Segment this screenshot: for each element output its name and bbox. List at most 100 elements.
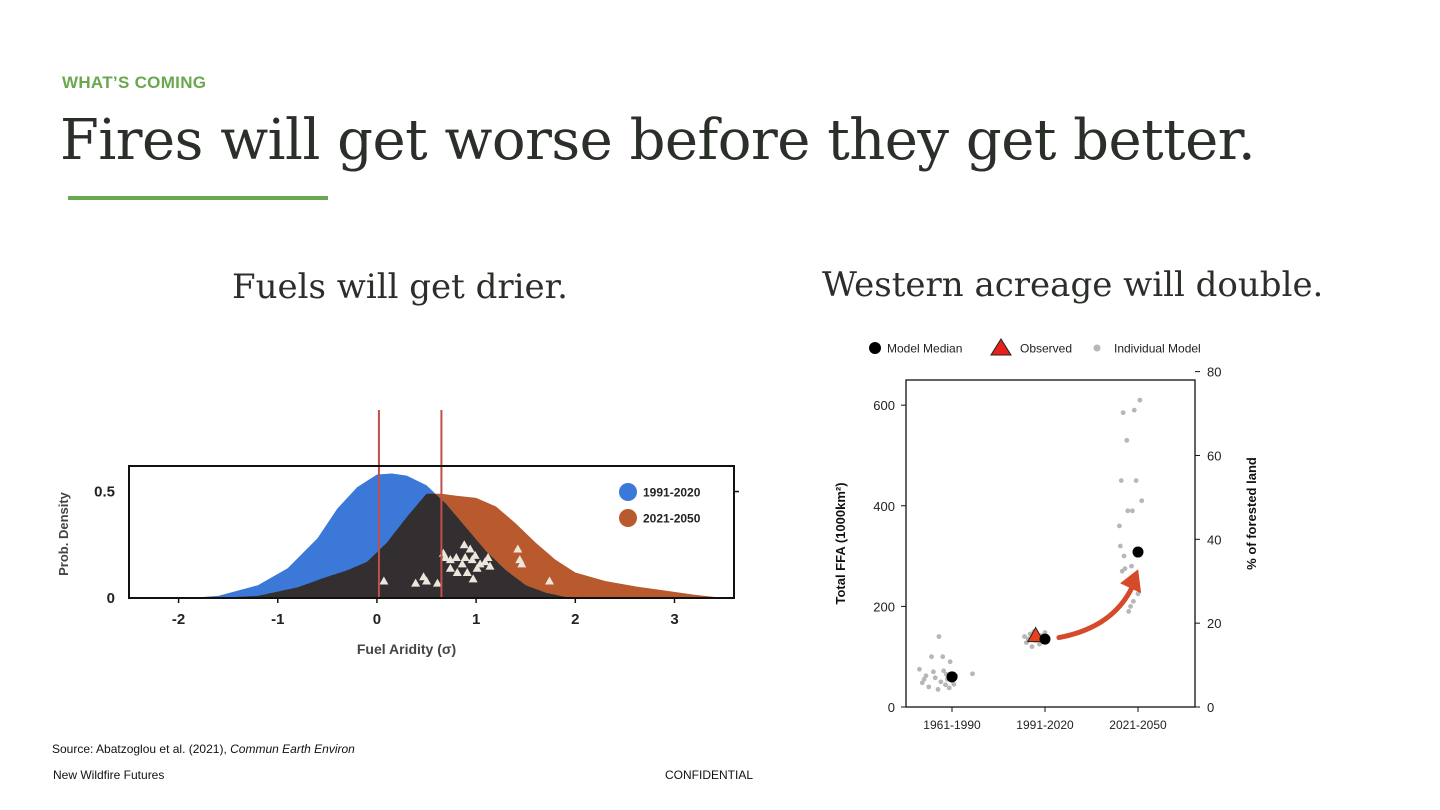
left-chart-subtitle: Fuels will get drier. — [232, 267, 568, 307]
observed-triangle-marker — [513, 544, 523, 553]
individual-model-point — [941, 668, 947, 674]
source-prefix: Source: Abatzoglou et al. (2021), — [52, 742, 231, 756]
legend-label: 1991-2020 — [643, 486, 701, 500]
observed-triangle-marker — [472, 563, 482, 572]
title-underline — [68, 196, 328, 200]
observed-triangle-marker — [485, 561, 495, 570]
individual-model-point — [936, 634, 942, 639]
observed-triangle-marker — [462, 567, 472, 576]
observed-triangle-marker — [517, 559, 527, 568]
individual-model-point — [921, 676, 927, 682]
legend-median-marker — [869, 342, 881, 354]
individual-model-point — [926, 684, 932, 690]
x-tick-label: 1 — [472, 611, 480, 628]
individual-model-point — [970, 671, 975, 677]
y-tick-label: 0 — [107, 590, 115, 607]
x-tick-label: 1961-1990 — [923, 718, 981, 732]
y-right-tick-label: 60 — [1207, 448, 1221, 463]
observed-triangle-marker — [465, 544, 475, 553]
x-tick-label: 2021-2050 — [1109, 718, 1167, 732]
x-tick-label: -2 — [172, 611, 185, 628]
individual-model-point — [929, 654, 934, 660]
y-tick-label: 0.5 — [94, 484, 115, 501]
observed-triangle-marker — [475, 559, 485, 568]
legend-median-label: Model Median — [887, 342, 962, 356]
observed-triangle-marker — [440, 553, 450, 562]
legend-observed-label: Observed — [1020, 342, 1072, 356]
x-tick-label: 3 — [670, 611, 678, 628]
individual-model-point — [1130, 598, 1136, 604]
x-axis-label: Fuel Aridity (σ) — [357, 641, 456, 657]
individual-model-point — [935, 686, 941, 692]
individual-model-point — [1139, 498, 1145, 504]
legend-label: 2021-2050 — [643, 512, 701, 526]
y-right-tick-label: 0 — [1207, 700, 1214, 715]
individual-model-point — [1037, 641, 1042, 647]
plot-frame — [128, 465, 735, 599]
observed-triangle-marker — [480, 557, 490, 566]
source-journal: Commun Earth Environ — [230, 742, 355, 756]
y-tick-label: 600 — [873, 398, 895, 413]
y-right-tick-label: 40 — [1207, 532, 1221, 547]
observed-triangle-marker — [451, 553, 461, 562]
individual-model-point — [923, 673, 929, 679]
y-axis-label: Prob. Density — [56, 491, 71, 576]
model-median-point — [946, 671, 958, 683]
individual-model-point — [917, 666, 922, 672]
legend-swatch-2021-2050 — [619, 509, 637, 527]
slide-title: Fires will get worse before they get bet… — [60, 108, 1256, 173]
individual-model-point — [947, 659, 953, 665]
individual-model-point — [1131, 407, 1137, 413]
legend-observed-marker — [990, 338, 1012, 356]
right-chart-subtitle: Western acreage will double. — [822, 265, 1324, 305]
footer-confidential: CONFIDENTIAL — [665, 768, 754, 782]
individual-model-point — [1117, 523, 1122, 529]
section-kicker: WHAT’S COMING — [62, 73, 207, 92]
overlap-area — [218, 493, 574, 598]
observed-triangle-marker — [445, 555, 455, 564]
y-right-tick-label: 20 — [1207, 616, 1221, 631]
plot-frame — [905, 379, 1196, 708]
observed-triangle-marker — [459, 540, 469, 549]
individual-model-point — [951, 681, 957, 687]
individual-model-point — [919, 680, 925, 686]
observed-triangle-marker — [432, 578, 442, 587]
model-median-point — [1132, 546, 1144, 558]
legend-individual-marker — [1093, 344, 1101, 352]
individual-model-point — [1128, 603, 1133, 609]
model-median-point — [1039, 633, 1051, 645]
observed-triangle-marker — [452, 567, 462, 576]
y-axis-label: Total FFA (1000km²) — [833, 482, 848, 604]
observed-triangle-marker — [460, 553, 470, 562]
y-tick-label: 200 — [873, 599, 895, 614]
individual-model-point — [1022, 634, 1027, 639]
observed-triangle-marker — [470, 550, 480, 559]
observed-triangle-marker — [445, 563, 455, 572]
y-right-tick-label: 80 — [1207, 365, 1221, 380]
x-tick-label: 2 — [571, 611, 579, 628]
legend-swatch-1991-2020 — [619, 483, 637, 501]
observed-triangle-marker — [411, 578, 421, 587]
individual-model-point — [1135, 591, 1141, 597]
source-citation: Source: Abatzoglou et al. (2021), Commun… — [52, 742, 355, 756]
individual-model-point — [938, 679, 944, 685]
x-tick-label: 1991-2020 — [1016, 718, 1074, 732]
x-tick-label: 0 — [373, 611, 381, 628]
individual-model-point — [946, 685, 952, 691]
legend-individual-label: Individual Model — [1114, 342, 1201, 356]
individual-model-point — [1129, 563, 1134, 569]
y-tick-label: 400 — [873, 499, 895, 514]
y-right-axis-label: % of forested land — [1244, 457, 1259, 570]
individual-model-point — [1029, 644, 1035, 650]
trend-arrow-shaft — [1056, 584, 1135, 641]
individual-model-point — [1126, 609, 1132, 614]
x-tick-label: -1 — [271, 611, 284, 628]
individual-model-point — [1133, 478, 1139, 484]
individual-model-point — [1120, 410, 1126, 416]
individual-model-point — [1124, 437, 1130, 443]
individual-model-point — [943, 682, 948, 688]
individual-model-point — [1130, 508, 1135, 514]
observed-triangle-marker — [468, 574, 478, 583]
observed-triangle-marker — [379, 576, 389, 585]
observed-triangle-marker — [457, 559, 467, 568]
